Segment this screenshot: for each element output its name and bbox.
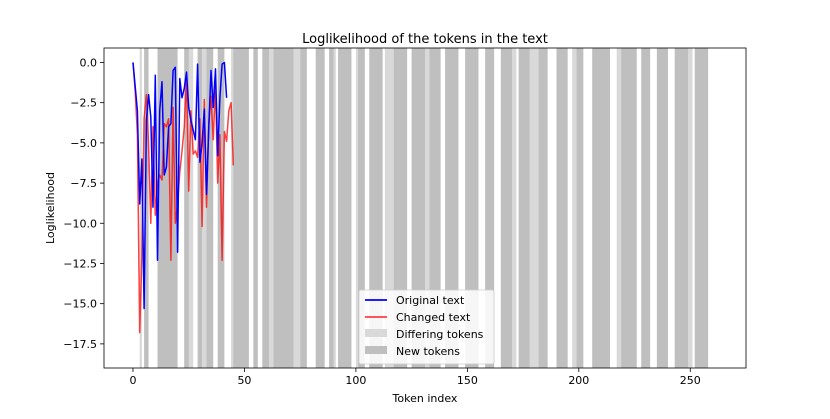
legend: Original text Changed text Differing tok… bbox=[358, 289, 495, 365]
new-token-band-6 bbox=[233, 48, 249, 368]
new-token-band-11 bbox=[315, 48, 325, 368]
new-token-band-29 bbox=[641, 48, 651, 368]
new-token-band-15 bbox=[369, 48, 383, 368]
new-token-band-14 bbox=[358, 48, 365, 368]
x-tick-label: 0 bbox=[129, 374, 136, 387]
new-token-band-22 bbox=[500, 48, 512, 368]
new-token-band-31 bbox=[674, 48, 689, 368]
y-tick-label: 0.0 bbox=[80, 56, 98, 69]
new-token-band-13 bbox=[338, 48, 352, 368]
x-tick-label: 50 bbox=[237, 374, 251, 387]
new-token-band-18 bbox=[429, 48, 441, 368]
x-tick-label: 200 bbox=[568, 374, 589, 387]
legend-swatch-differing bbox=[365, 329, 387, 337]
differing-token-band-6 bbox=[293, 48, 301, 368]
y-tick-label: −17.5 bbox=[63, 338, 97, 351]
new-token-band-0 bbox=[144, 48, 149, 368]
legend-frame bbox=[358, 289, 495, 365]
new-token-band-9 bbox=[273, 48, 294, 368]
original-text-line bbox=[132, 61, 228, 310]
new-token-band-30 bbox=[656, 48, 668, 368]
legend-label-new: New tokens bbox=[396, 345, 460, 358]
legend-label-original: Original text bbox=[396, 294, 465, 307]
y-tick-label: −15.0 bbox=[63, 298, 97, 311]
x-tick-label: 150 bbox=[457, 374, 478, 387]
differing-token-band-10 bbox=[384, 48, 397, 368]
new-token-band-32 bbox=[694, 48, 709, 368]
new-token-band-7 bbox=[253, 48, 258, 368]
new-token-band-4 bbox=[206, 48, 214, 368]
differing-token-band-15 bbox=[529, 48, 541, 368]
new-token-band-23 bbox=[518, 48, 530, 368]
new-token-band-3 bbox=[197, 48, 203, 368]
x-axis-label: Token index bbox=[392, 392, 458, 405]
new-token-band-27 bbox=[592, 48, 611, 368]
legend-label-changed: Changed text bbox=[396, 311, 471, 324]
new-token-band-20 bbox=[465, 48, 479, 368]
new-token-band-2 bbox=[184, 48, 189, 368]
differing-token-band-3 bbox=[202, 48, 209, 368]
differing-token-band-0 bbox=[139, 48, 142, 368]
x-tick-label: 100 bbox=[345, 374, 366, 387]
legend-swatch-new bbox=[365, 346, 387, 354]
y-tick-label: −10.0 bbox=[63, 217, 97, 230]
new-token-band-25 bbox=[556, 48, 568, 368]
x-tick-label: 250 bbox=[680, 374, 701, 387]
plot-frame bbox=[103, 47, 747, 369]
new-token-band-17 bbox=[411, 48, 425, 368]
y-tick-label: −12.5 bbox=[63, 257, 97, 270]
differing-token-band-17 bbox=[616, 48, 626, 368]
new-token-band-26 bbox=[576, 48, 584, 368]
legend-label-differing: Differing tokens bbox=[396, 328, 484, 341]
differing-token-band-19 bbox=[685, 48, 693, 368]
y-tick-label: −7.5 bbox=[70, 177, 97, 190]
differing-token-band-11 bbox=[422, 48, 430, 368]
new-token-band-21 bbox=[485, 48, 495, 368]
new-token-band-24 bbox=[538, 48, 548, 368]
differing-token-band-5 bbox=[266, 48, 274, 368]
differing-token-band-2 bbox=[184, 48, 194, 368]
new-token-band-19 bbox=[445, 48, 459, 368]
new-token-band-28 bbox=[621, 48, 637, 368]
chart-title: Loglikelihood of the tokens in the text bbox=[302, 32, 548, 47]
y-tick-label: −2.5 bbox=[70, 97, 97, 110]
new-token-band-16 bbox=[393, 48, 408, 368]
new-token-band-8 bbox=[262, 48, 269, 368]
new-token-band-12 bbox=[329, 48, 334, 368]
y-tick-label: −5.0 bbox=[70, 137, 97, 150]
y-axis-label: Loglikelihood bbox=[44, 172, 57, 244]
new-token-band-10 bbox=[300, 48, 307, 368]
